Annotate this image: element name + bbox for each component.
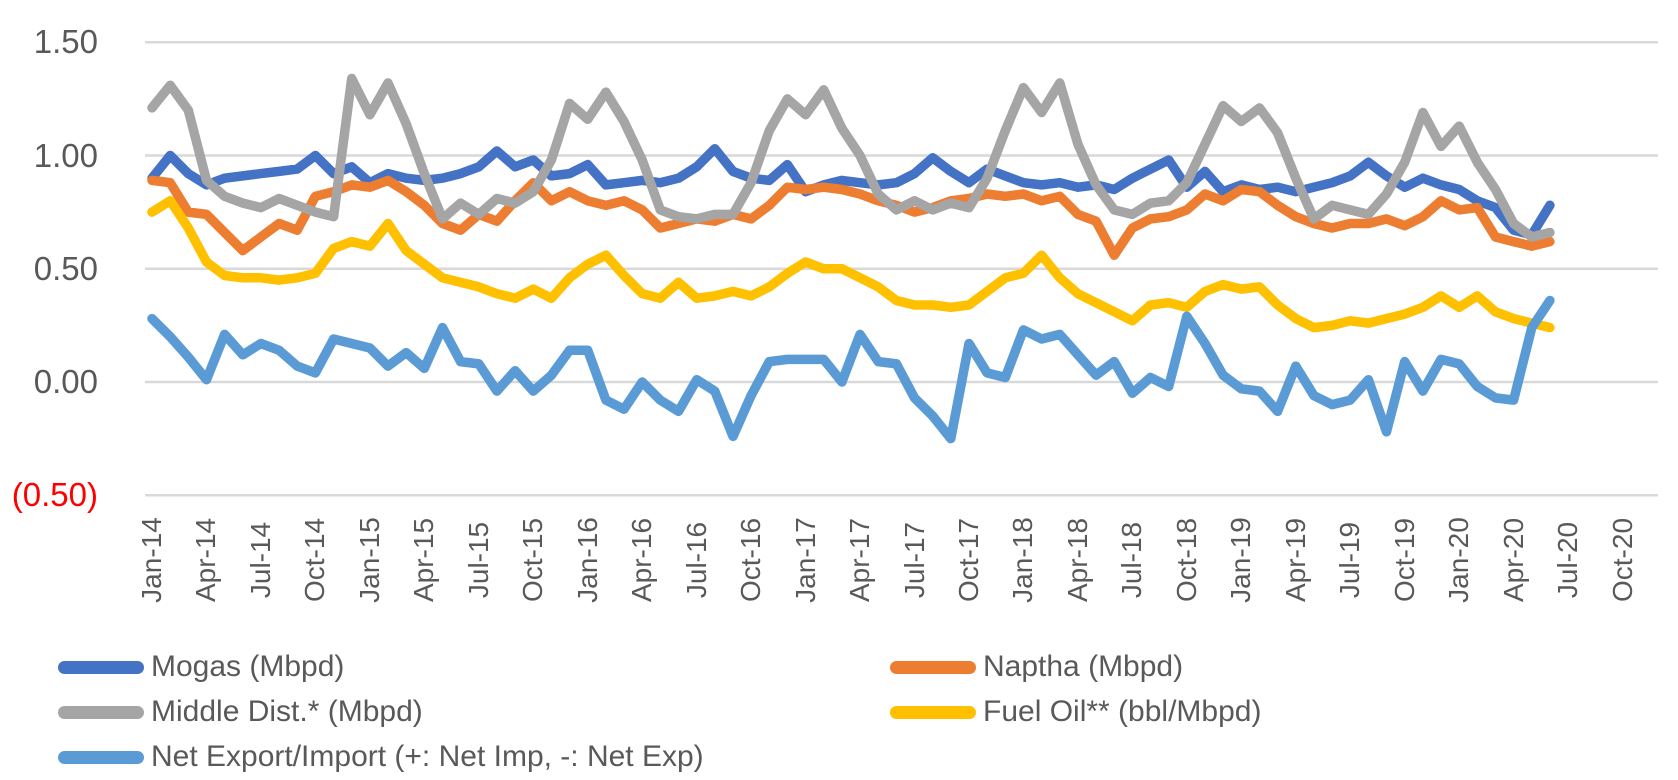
x-tick-label-Jul-14: Jul-14 <box>244 521 276 599</box>
series-line-mogas <box>147 143 1555 240</box>
x-tick-label-Jan-14: Jan-14 <box>136 517 167 603</box>
legend-label-naptha: Naptha (Mbpd) <box>983 650 1184 683</box>
x-tick-label-Apr-18: Apr-18 <box>1061 517 1093 603</box>
legend-label-mogas: Mogas (Mbpd) <box>151 650 345 683</box>
x-tick-label-Apr-15: Apr-15 <box>408 517 440 603</box>
x-tick-label-Jan-18: Jan-18 <box>1007 517 1039 603</box>
legend-swatch-naptha <box>890 660 976 674</box>
x-tick-label-Jan-17: Jan-17 <box>789 517 821 603</box>
x-tick-label-Apr-19: Apr-19 <box>1279 517 1311 603</box>
legend-label-fuel-oil: Fuel Oil** (bbl/Mbpd) <box>983 695 1262 728</box>
legend-swatch-net-export-import <box>58 750 144 764</box>
legend-item-middle-dist: Middle Dist.* (Mbpd) <box>58 695 423 728</box>
x-tick-label-Oct-18: Oct-18 <box>1170 517 1202 603</box>
x-tick-label-Jul-20: Jul-20 <box>1552 521 1584 599</box>
series-line-net-export-import <box>147 295 1555 444</box>
x-tick-label-Oct-14: Oct-14 <box>299 517 331 603</box>
legend-label-net-export-import: Net Export/Import (+: Net Imp, -: Net Ex… <box>151 740 704 773</box>
x-tick-label-Apr-20: Apr-20 <box>1497 517 1529 603</box>
legend-swatch-fuel-oil <box>890 705 976 719</box>
x-tick-label-Oct-16: Oct-16 <box>735 517 767 603</box>
x-tick-label-Jan-19: Jan-19 <box>1225 517 1257 603</box>
x-tick-label-Apr-17: Apr-17 <box>844 517 876 603</box>
y-tick-label-0.50: 0.50 <box>33 249 98 287</box>
x-tick-label-Oct-17: Oct-17 <box>952 517 984 603</box>
legend-swatch-middle-dist <box>58 705 144 719</box>
y-tick-label-1.00: 1.00 <box>33 136 98 174</box>
y-tick-label-(0.50): (0.50) <box>11 476 98 514</box>
x-tick-label-Jan-20: Jan-20 <box>1443 517 1475 603</box>
x-tick-label-Oct-19: Oct-19 <box>1388 517 1420 603</box>
legend-swatch-mogas <box>58 660 144 674</box>
legend-item-naptha: Naptha (Mbpd) <box>890 650 1184 683</box>
legend-item-mogas: Mogas (Mbpd) <box>58 650 345 683</box>
x-tick-label-Apr-14: Apr-14 <box>190 517 222 603</box>
x-tick-label-Jul-19: Jul-19 <box>1334 521 1366 599</box>
x-tick-label-Oct-20: Oct-20 <box>1606 517 1638 603</box>
y-tick-label-0.00: 0.00 <box>33 363 98 400</box>
x-tick-label-Apr-16: Apr-16 <box>626 517 658 603</box>
series-line-middle-dist <box>147 73 1555 242</box>
y-tick-label-1.50: 1.50 <box>33 23 98 61</box>
x-tick-label-Jan-16: Jan-16 <box>571 517 603 603</box>
series-line-naptha <box>147 175 1555 260</box>
x-tick-label-Jul-17: Jul-17 <box>898 521 930 599</box>
x-tick-label-Jul-18: Jul-18 <box>1116 521 1148 599</box>
x-tick-label-Jul-16: Jul-16 <box>680 521 712 599</box>
series-line-fuel-oil <box>147 196 1555 333</box>
legend-item-net-export-import: Net Export/Import (+: Net Imp, -: Net Ex… <box>58 740 704 773</box>
x-tick-label-Jul-15: Jul-15 <box>462 521 494 599</box>
legend-label-middle-dist: Middle Dist.* (Mbpd) <box>151 695 423 728</box>
x-tick-label-Jan-15: Jan-15 <box>353 517 385 603</box>
legend-item-fuel-oil: Fuel Oil** (bbl/Mbpd) <box>890 695 1262 728</box>
x-tick-label-Oct-15: Oct-15 <box>517 517 549 603</box>
